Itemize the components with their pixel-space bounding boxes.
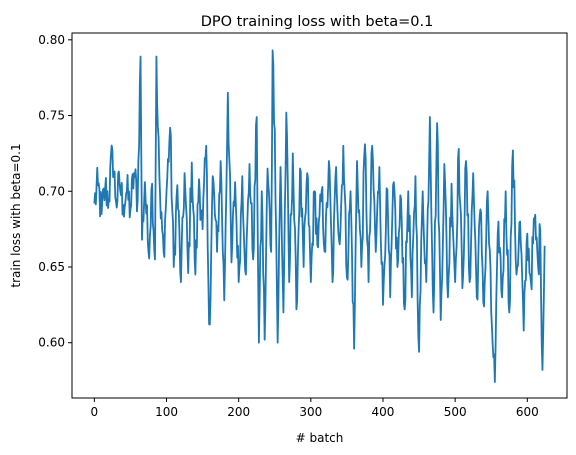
- series-layer: [93, 49, 546, 383]
- y-tick-label: 0.75: [38, 109, 65, 123]
- y-tick-label: 0.70: [38, 184, 65, 198]
- y-tick-label: 0.80: [38, 33, 65, 47]
- x-tick-label: 200: [227, 405, 250, 419]
- plot-frame: [71, 32, 568, 399]
- x-axis-label: # batch: [296, 431, 344, 445]
- x-tick-label: 500: [444, 405, 467, 419]
- y-tick-label: 0.60: [38, 336, 65, 350]
- y-tick-label: 0.65: [38, 260, 65, 274]
- chart-title: DPO training loss with beta=0.1: [201, 14, 434, 30]
- x-tick-label: 0: [91, 405, 99, 419]
- x-tick-label: 300: [299, 405, 322, 419]
- plot-area: [71, 32, 568, 399]
- x-tick-label: 400: [372, 405, 395, 419]
- y-axis-label: train loss with beta=0.1: [9, 143, 23, 287]
- x-axis: 0 100 200 300 400 500 600: [91, 398, 539, 419]
- x-tick-label: 600: [516, 405, 539, 419]
- series-line: [93, 49, 546, 383]
- x-tick-label: 100: [155, 405, 178, 419]
- y-axis: 0.60 0.65 0.70 0.75 0.80: [38, 33, 72, 350]
